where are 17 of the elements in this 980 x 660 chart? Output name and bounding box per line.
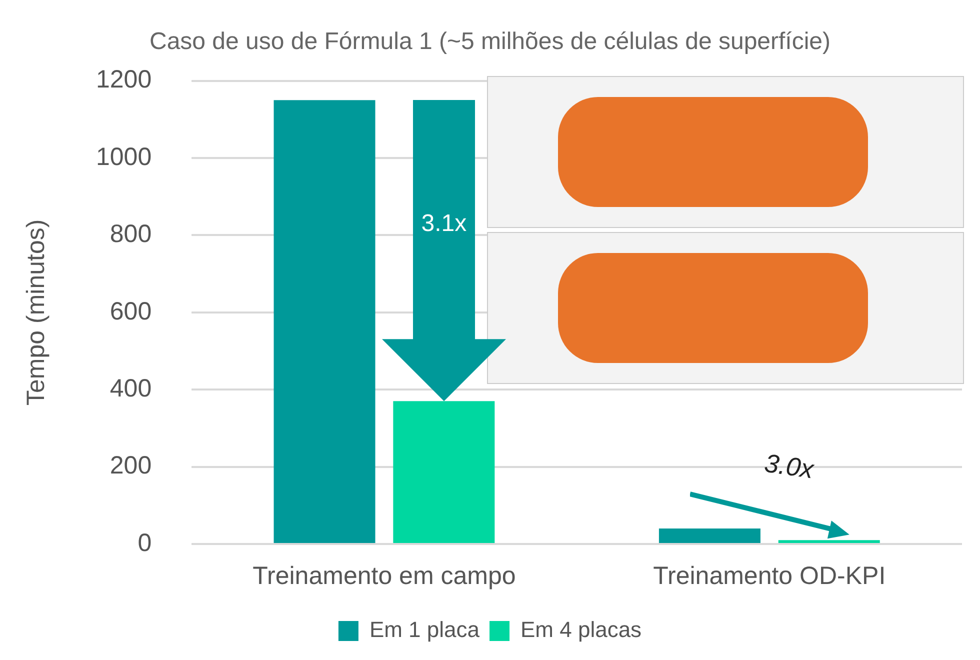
y-tick-label: 1200 <box>96 66 152 94</box>
y-tick-label: 600 <box>110 297 152 326</box>
y-tick-label: 1000 <box>96 142 152 171</box>
y-tick-label: 0 <box>138 528 152 557</box>
y-tick-label: 200 <box>110 452 152 480</box>
annotation: 3.1x <box>420 210 468 238</box>
y-axis-title: Tempo (minutos) <box>22 219 50 406</box>
bar <box>778 540 880 543</box>
y-tick-label: 400 <box>110 374 152 402</box>
x-tick-label: Treinamento OD-KPI <box>653 562 886 590</box>
x-tick-label: Treinamento em campo <box>252 562 516 590</box>
y-tick-label: 800 <box>110 220 152 248</box>
legend-label: Em 1 placa <box>369 617 480 642</box>
bar <box>274 100 376 543</box>
chart-title: Caso de uso de Fórmula 1 (~5 milhões de células de superfície) <box>149 28 831 56</box>
annotation: 3.0x <box>762 446 817 486</box>
legend-label: Em 4 placas <box>520 617 642 642</box>
